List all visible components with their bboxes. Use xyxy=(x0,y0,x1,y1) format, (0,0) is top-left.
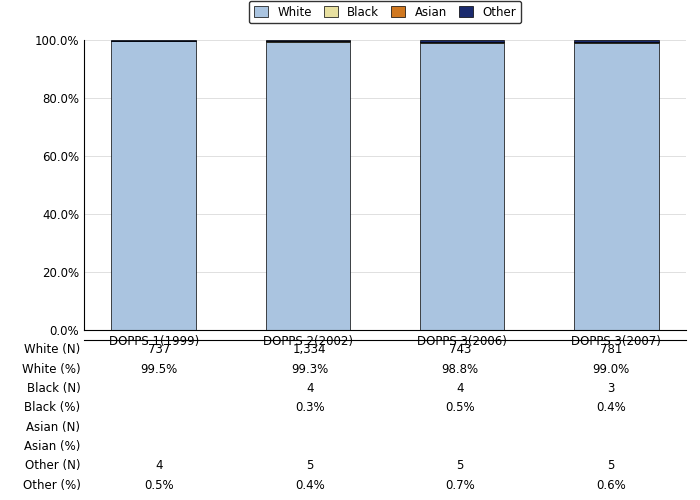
Legend: White, Black, Asian, Other: White, Black, Asian, Other xyxy=(249,1,521,24)
Text: 98.8%: 98.8% xyxy=(442,362,479,376)
Text: White (N): White (N) xyxy=(25,343,80,356)
Text: 737: 737 xyxy=(148,343,170,356)
Bar xyxy=(574,40,659,42)
Text: 99.3%: 99.3% xyxy=(291,362,328,376)
Text: 5: 5 xyxy=(607,460,615,472)
Bar xyxy=(574,42,659,43)
Bar xyxy=(420,42,505,43)
Text: Other (N): Other (N) xyxy=(25,460,81,472)
Text: 5: 5 xyxy=(306,460,314,472)
Bar xyxy=(265,40,350,41)
Text: 4: 4 xyxy=(306,382,314,395)
Bar xyxy=(265,41,350,42)
Text: 0.5%: 0.5% xyxy=(445,402,475,414)
Bar xyxy=(111,42,196,330)
Text: White (%): White (%) xyxy=(22,362,80,376)
Text: 99.5%: 99.5% xyxy=(141,362,178,376)
Text: 781: 781 xyxy=(600,343,622,356)
Text: 4: 4 xyxy=(456,382,464,395)
Bar xyxy=(420,44,505,330)
Text: Black (%): Black (%) xyxy=(25,402,80,414)
Text: Black (N): Black (N) xyxy=(27,382,80,395)
Text: 5: 5 xyxy=(456,460,464,472)
Text: 0.4%: 0.4% xyxy=(596,402,626,414)
Text: 4: 4 xyxy=(155,460,163,472)
Text: 0.5%: 0.5% xyxy=(144,479,174,492)
Text: 1,334: 1,334 xyxy=(293,343,326,356)
Text: 3: 3 xyxy=(607,382,615,395)
Text: 743: 743 xyxy=(449,343,471,356)
Text: 99.0%: 99.0% xyxy=(592,362,629,376)
Bar xyxy=(265,42,350,330)
Text: Asian (%): Asian (%) xyxy=(24,440,80,453)
Text: 0.4%: 0.4% xyxy=(295,479,325,492)
Bar xyxy=(574,43,659,330)
Text: 0.6%: 0.6% xyxy=(596,479,626,492)
Text: Other (%): Other (%) xyxy=(22,479,80,492)
Text: 0.3%: 0.3% xyxy=(295,402,325,414)
Text: 0.7%: 0.7% xyxy=(445,479,475,492)
Bar xyxy=(111,40,196,42)
Text: Asian (N): Asian (N) xyxy=(27,420,80,434)
Bar xyxy=(420,40,505,42)
